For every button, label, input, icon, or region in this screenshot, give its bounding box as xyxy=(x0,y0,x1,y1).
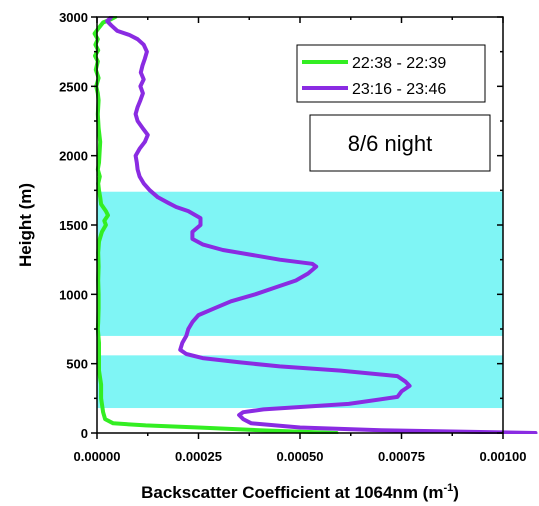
y-tick-labels: 0 500 1000 1500 2000 2500 3000 xyxy=(59,10,88,441)
x-tick-label-1: 0.00025 xyxy=(175,449,222,464)
annotation: 8/6 night xyxy=(309,114,491,172)
shaded-bands xyxy=(97,191,503,409)
annotation-text: 8/6 night xyxy=(348,131,432,156)
y-tick-label-4: 2000 xyxy=(59,149,88,164)
axis-ticks xyxy=(91,16,504,439)
y-tick-label-0: 0 xyxy=(81,426,88,441)
legend-label-2: 23:16 - 23:46 xyxy=(352,81,446,98)
x-tick-label-4: 0.00100 xyxy=(480,449,527,464)
annotation-box xyxy=(309,114,491,172)
shaded-band-1 xyxy=(97,355,503,409)
y-axis-title: Height (m) xyxy=(16,183,35,267)
legend-box xyxy=(296,44,486,103)
series-line-1 xyxy=(92,16,339,434)
legend-label-1: 22:38 - 22:39 xyxy=(352,55,446,72)
y-tick-label-6: 3000 xyxy=(59,10,88,25)
series-lines xyxy=(92,16,538,434)
y-tick-label-5: 2500 xyxy=(59,79,88,94)
x-tick-labels: 0.00000 0.00025 0.00050 0.00075 0.00100 xyxy=(74,449,527,464)
x-tick-label-0: 0.00000 xyxy=(74,449,121,464)
y-tick-label-1: 500 xyxy=(66,357,88,372)
y-tick-label-2: 1000 xyxy=(59,287,88,302)
legend: 22:38 - 22:39 23:16 - 23:46 xyxy=(296,44,486,103)
x-tick-label-2: 0.00050 xyxy=(277,449,324,464)
series-line-2 xyxy=(105,16,538,434)
y-tick-label-3: 1500 xyxy=(59,218,88,233)
x-tick-label-3: 0.00075 xyxy=(378,449,425,464)
x-axis-title: Backscatter Coefficient at 1064nm (m-1) xyxy=(141,482,459,502)
